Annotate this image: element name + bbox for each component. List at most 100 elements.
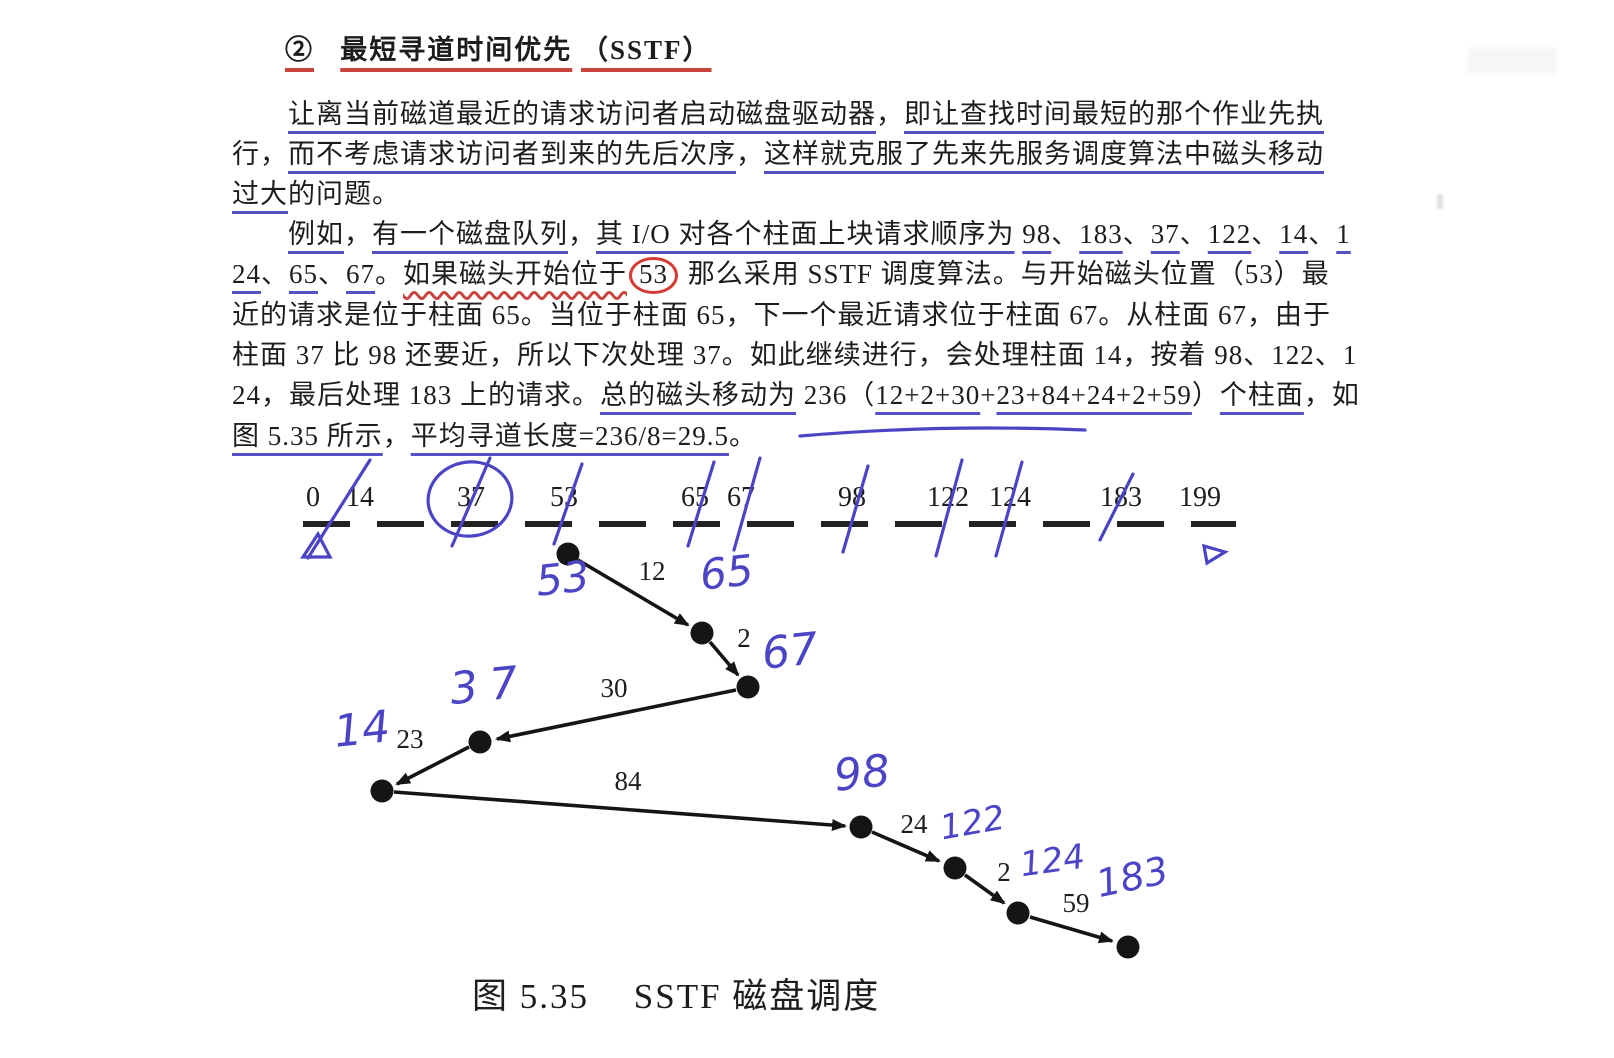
figure-number: 图 5.35	[472, 977, 590, 1016]
arrow-65-67	[708, 640, 740, 677]
seek-distance-label: 84	[615, 766, 643, 796]
text-segment: 、	[1051, 219, 1080, 249]
pen-slash-53	[552, 462, 584, 546]
axis-tick-label: 183	[1100, 482, 1142, 513]
seek-distance-label: 23	[397, 724, 424, 754]
text-segment: 平均寻道长度=236/8=29.5	[410, 421, 729, 451]
text-segment: 这样就克服了先来先服务调度算法中磁头移动	[764, 139, 1324, 169]
axis-tick-label: 53	[550, 482, 578, 513]
text-segment: 让离当前磁道最近的请求访问者启动磁盘驱动器	[288, 99, 876, 129]
axis-tick-label: 65	[681, 482, 709, 513]
pen-number-label: 14	[331, 701, 393, 758]
text-segment: 37	[1150, 219, 1180, 249]
text-segment: 、	[1122, 219, 1151, 249]
figure-caption: 图 5.35 SSTF 磁盘调度	[472, 968, 880, 1019]
para2-line5: 24，最后处理 183 上的请求。总的磁头移动为 236（12+2+30+23+…	[232, 373, 1360, 412]
text-segment: 1	[1336, 219, 1351, 249]
text-segment: 。	[728, 421, 757, 451]
text-segment: 那么采用 SSTF 调度算法。与开始磁头位置（53）最	[680, 259, 1330, 289]
watermark	[1468, 48, 1558, 74]
arrow-124-183	[1029, 915, 1114, 944]
pen-number-label: 183	[1092, 847, 1173, 907]
axis-tick-label: 124	[989, 482, 1031, 513]
pen-slash-124	[994, 460, 1024, 558]
text-segment: 、	[318, 259, 346, 289]
text-segment: ②	[285, 35, 314, 65]
text-segment: ）	[1191, 380, 1220, 410]
seek-distance-label: 59	[1063, 888, 1090, 918]
pen-slash-65	[686, 460, 716, 548]
arrow-67-37	[495, 688, 737, 743]
text-segment: 柱面 37 比 98 还要近，所以下次处理 37。如此继续进行，会处理柱面 14…	[232, 340, 1358, 370]
axis-tick-label: 199	[1179, 482, 1221, 513]
para1-line3: 过大的问题。	[232, 172, 400, 211]
text-segment: ，	[344, 219, 372, 249]
text-segment: 近的请求是位于柱面 65。当位于柱面 65，下一个最近请求位于柱面 67。从柱面…	[232, 300, 1331, 330]
pen-slash-14	[306, 458, 372, 560]
text-segment: ，	[876, 99, 904, 129]
text-segment: 14	[1279, 219, 1309, 249]
text-segment: ，如	[1303, 380, 1360, 410]
arrow-37-14	[395, 745, 470, 786]
text-segment: 图 5.35 所示	[232, 421, 383, 451]
arrow-14-98	[393, 790, 847, 832]
pen-mark-right	[1201, 543, 1229, 566]
figure-title: SSTF 磁盘调度	[633, 977, 881, 1016]
circled-start-position: 53	[629, 257, 678, 295]
text-segment: 有一个磁盘队列	[372, 219, 568, 249]
text-segment: ，	[568, 219, 596, 249]
para2-line6: 图 5.35 所示，平均寻道长度=236/8=29.5。	[232, 414, 757, 453]
pen-slash-67	[732, 456, 762, 552]
text-segment: 总的磁头移动为	[600, 380, 796, 410]
text-segment: 而不考虑请求访问者到来的先后次序	[288, 139, 736, 169]
pen-triangle-left	[300, 530, 333, 559]
para2-line2: 24、65、67。如果磁头开始位于 53 那么采用 SSTF 调度算法。与开始磁头…	[232, 252, 1330, 295]
text-segment: 98	[1022, 219, 1052, 249]
seek-arrows	[393, 558, 1114, 944]
node-98	[849, 815, 873, 839]
text-segment: 12+2+30	[875, 380, 981, 410]
text-segment: 122	[1207, 219, 1252, 249]
text-segment: 行，	[232, 139, 288, 169]
axis-tick-label: 98	[838, 482, 866, 513]
pen-circle-37	[426, 460, 514, 538]
text-segment: 24	[232, 259, 261, 289]
text-segment: 过大	[232, 179, 288, 209]
text-segment: 个柱面	[1219, 380, 1304, 410]
arrow-53-65	[577, 558, 690, 627]
seek-distance-label: 24	[901, 809, 929, 839]
text-segment: （SSTF）	[581, 35, 712, 65]
pen-slash-37	[450, 456, 492, 548]
cylinder-nodes	[370, 542, 1140, 959]
axis-tick-label: 0	[306, 482, 320, 513]
para2-line1: 例如，有一个磁盘队列，其 I/O 对各个柱面上块请求顺序为 98、183、37、…	[288, 212, 1351, 251]
node-124	[1006, 901, 1030, 925]
text-segment: 23+84+24+2+59	[996, 380, 1192, 410]
text-segment: 其 I/O 对各个柱面上块请求顺序为	[596, 219, 1015, 249]
text-segment	[323, 35, 332, 65]
node-67	[736, 675, 760, 699]
section-title: ② 最短寻道时间优先 （SSTF）	[285, 28, 712, 67]
node-14	[370, 779, 394, 803]
text-segment: 、	[1251, 219, 1280, 249]
pen-number-label: 98	[831, 745, 893, 802]
node-183	[1116, 935, 1140, 959]
node-122	[943, 856, 967, 880]
text-segment: 即让查找时间最短的那个作业先执	[904, 99, 1324, 129]
text-segment: 最短寻道时间优先	[340, 35, 573, 65]
pen-number-label: 37	[447, 655, 533, 716]
text-segment: ，	[736, 139, 764, 169]
text-segment: +	[980, 380, 997, 410]
para2-line4: 柱面 37 比 98 还要近，所以下次处理 37。如此继续进行，会处理柱面 14…	[232, 333, 1357, 372]
text-segment: ，	[382, 421, 411, 451]
text-segment: 、	[261, 259, 289, 289]
node-65	[690, 621, 714, 645]
text-segment: 。	[375, 259, 403, 289]
text-segment: 例如	[288, 219, 344, 249]
text-segment: 67	[346, 259, 375, 289]
pen-number-label: 67	[759, 623, 821, 680]
axis-tick-label: 122	[927, 482, 969, 513]
axis-tick-label: 67	[727, 482, 755, 513]
text-segment: 236（	[796, 380, 876, 410]
pen-slash-183	[1098, 472, 1135, 542]
